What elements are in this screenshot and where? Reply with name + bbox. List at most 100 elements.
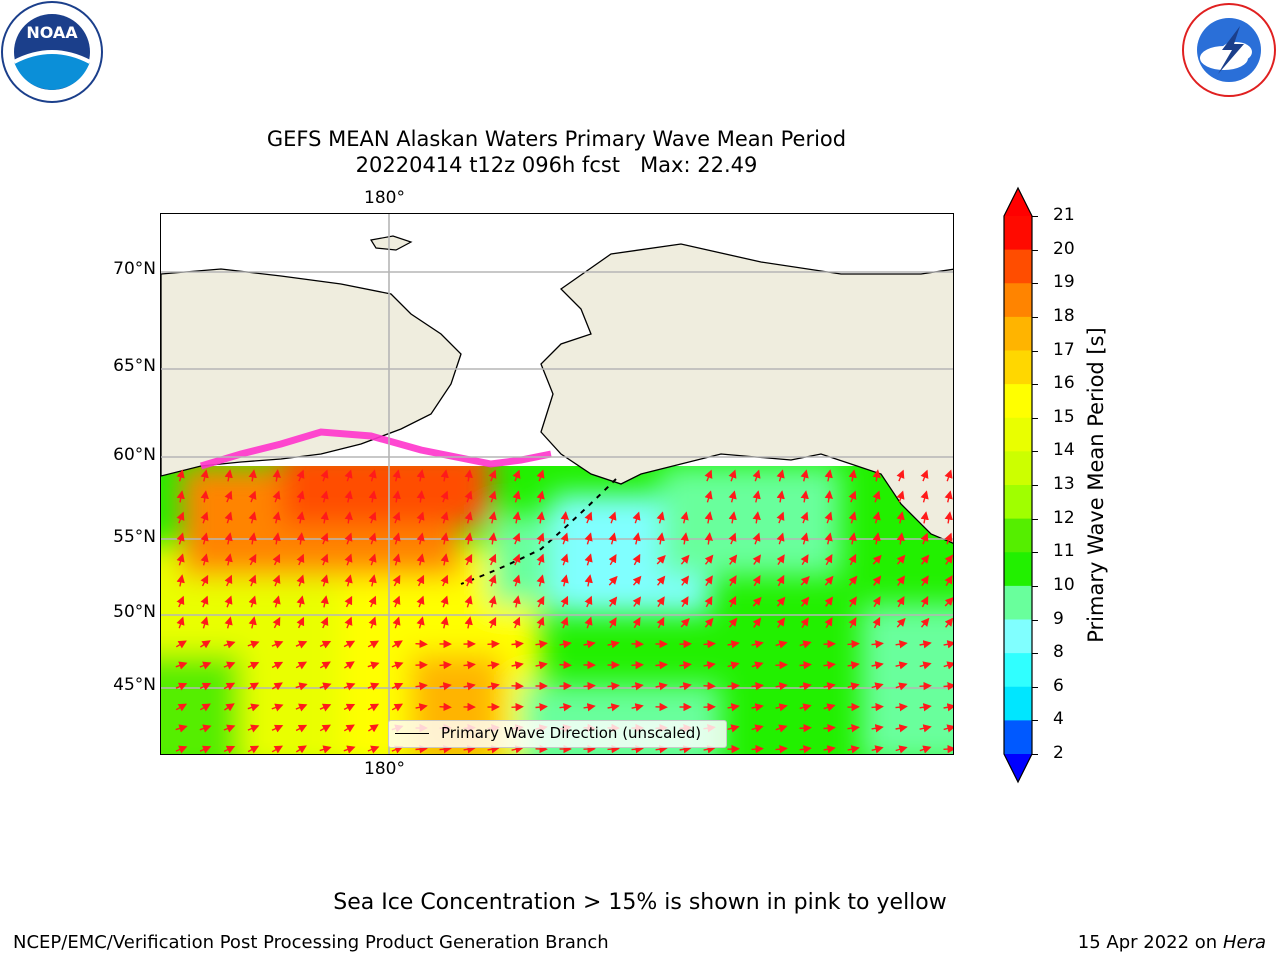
wave-arrow	[368, 511, 377, 524]
wave-arrow	[631, 660, 644, 670]
wave-arrow	[871, 639, 884, 649]
wave-arrow	[919, 681, 932, 691]
wave-arrow	[463, 660, 476, 670]
colorbar-segment	[1004, 249, 1032, 284]
footer-date-text: 15 Apr 2022 on	[1077, 932, 1223, 953]
wave-arrow	[704, 469, 713, 482]
wave-arrow	[631, 744, 644, 754]
wave-arrow	[319, 640, 332, 649]
wave-arrow	[752, 596, 762, 607]
colorbar-tick-mark	[1032, 485, 1038, 486]
wave-arrow	[799, 723, 812, 733]
wave-arrow	[416, 511, 425, 524]
wave-arrow	[392, 490, 401, 503]
wave-arrow	[272, 511, 281, 524]
wave-arrow	[560, 616, 569, 629]
wave-arrow	[488, 574, 497, 587]
wave-arrow	[823, 723, 836, 733]
wave-arrow	[272, 595, 281, 608]
colorbar-segment	[1004, 653, 1032, 688]
wave-arrow	[320, 511, 329, 524]
wave-arrow	[343, 640, 356, 649]
wave-arrow	[896, 575, 906, 586]
wave-arrow	[847, 639, 860, 649]
wave-arrow	[872, 511, 881, 524]
wave-arrow	[223, 682, 236, 691]
wave-arrow	[488, 553, 497, 566]
wave-arrow	[248, 616, 257, 629]
wave-arrow	[583, 703, 596, 712]
wave-arrow	[272, 574, 281, 587]
wave-arrow	[367, 661, 380, 670]
wave-arrow	[343, 682, 356, 691]
wave-arrow	[512, 574, 521, 587]
wave-arrow	[871, 661, 884, 670]
wave-arrow	[751, 640, 764, 649]
wave-arrow	[199, 703, 211, 712]
wave-arrow	[920, 617, 930, 628]
wave-arrow	[607, 681, 620, 691]
wave-arrow	[176, 574, 185, 587]
colorbar-tick-label: 10	[1053, 574, 1075, 595]
wave-arrow	[824, 469, 833, 482]
wave-arrow	[343, 724, 355, 733]
wave-arrow	[728, 595, 737, 608]
wave-arrow	[704, 575, 713, 586]
wave-arrow	[199, 724, 212, 733]
wave-arrow	[559, 640, 572, 649]
wave-arrow	[632, 553, 641, 566]
wave-arrow	[895, 745, 908, 754]
wave-arrow	[415, 703, 428, 712]
wave-arrow	[247, 661, 260, 670]
wave-arrow	[440, 574, 449, 587]
colorbar-segment	[1004, 485, 1032, 520]
wave-arrow	[223, 640, 236, 649]
wave-arrow	[440, 511, 449, 524]
lat-label-50n: 50°N	[113, 602, 156, 622]
wave-arrow	[344, 469, 353, 482]
wave-arrow	[319, 724, 332, 733]
wave-arrow	[464, 553, 473, 566]
wave-arrow	[392, 469, 401, 482]
wave-arrow	[727, 724, 740, 733]
aleutian-islands	[460, 478, 617, 585]
wave-arrow	[464, 574, 473, 587]
wave-arrow	[487, 682, 500, 691]
wave-arrow	[463, 745, 476, 754]
wave-arrow	[296, 574, 305, 587]
wave-arrow	[488, 469, 497, 482]
wave-arrow	[943, 724, 953, 733]
wave-arrow	[175, 661, 188, 670]
colorbar-tick-label: 4	[1053, 709, 1064, 730]
wave-arrow	[775, 724, 788, 733]
wave-arrow	[751, 724, 764, 733]
graticule	[161, 214, 953, 754]
colorbar-segment	[1004, 619, 1032, 654]
wave-arrow	[512, 469, 521, 482]
wave-arrow	[680, 511, 689, 524]
wave-arrow	[344, 553, 353, 566]
wave-arrow	[535, 640, 548, 649]
wave-arrow	[752, 532, 761, 545]
wave-arrow	[536, 532, 545, 545]
colorbar-segment	[1004, 417, 1032, 452]
wave-arrow	[392, 574, 401, 587]
wave-arrow	[248, 553, 257, 566]
wave-arrow	[391, 682, 404, 691]
wave-arrow	[943, 703, 953, 712]
wave-arrow	[247, 745, 260, 754]
wave-arrow	[464, 532, 473, 545]
wave-arrow	[607, 703, 620, 712]
wave-arrow	[752, 469, 761, 482]
wave-arrow	[512, 553, 521, 566]
wave-arrow	[511, 639, 524, 649]
noaa-logo-text: NOAA	[26, 23, 78, 42]
wave-arrow	[271, 661, 284, 670]
wave-arrow	[727, 640, 740, 649]
wave-arrow	[320, 490, 329, 503]
wave-arrow	[559, 703, 572, 712]
wave-arrow	[367, 682, 380, 691]
nws-logo	[1178, 0, 1280, 100]
wave-arrow	[920, 554, 930, 565]
wave-arrow	[560, 595, 569, 608]
